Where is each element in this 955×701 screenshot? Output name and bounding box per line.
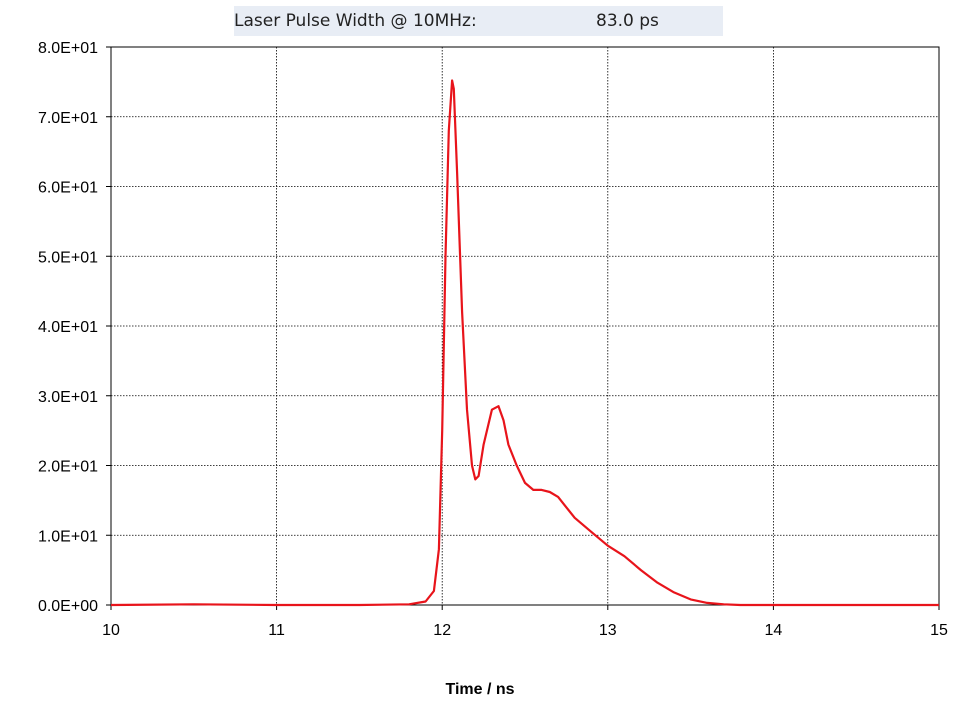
pulse-width-label: Laser Pulse Width @ 10MHz: [234, 11, 477, 31]
x-tick-label: 11 [268, 622, 285, 639]
grid [111, 47, 939, 605]
y-tick-label: 6.0E+01 [38, 180, 98, 197]
y-tick-label: 4.0E+01 [38, 319, 98, 336]
y-tick-label: 2.0E+01 [38, 459, 98, 476]
x-tick-label: 14 [765, 622, 783, 639]
y-tick-label: 7.0E+01 [38, 110, 98, 127]
series-line [110, 79, 939, 607]
y-tick-label: 1.0E+01 [38, 528, 98, 545]
tick-labels: 0.0E+00 1.0E+01 2.0E+01 3.0E+01 4.0E+01 5.0E+… [38, 40, 948, 639]
y-tick-label: 8.0E+01 [38, 40, 98, 57]
pulse-width-value: 83.0 ps [596, 11, 659, 31]
y-tick-label: 3.0E+01 [38, 389, 98, 406]
x-tick-label: 10 [102, 622, 120, 639]
x-axis-title: Time / ns [445, 681, 514, 698]
y-tick-label: 0.0E+00 [38, 598, 98, 615]
y-tick-label: 5.0E+01 [38, 249, 98, 266]
pulse-width-info-bar: Laser Pulse Width @ 10MHz: 83.0 ps [234, 6, 723, 36]
x-tick-label: 15 [930, 622, 948, 639]
x-tick-label: 13 [599, 622, 617, 639]
x-tick-label: 12 [433, 622, 451, 639]
